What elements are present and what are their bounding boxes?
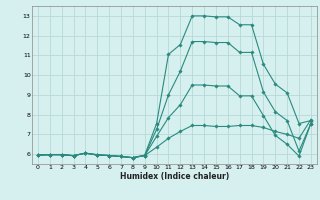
X-axis label: Humidex (Indice chaleur): Humidex (Indice chaleur) xyxy=(120,172,229,181)
